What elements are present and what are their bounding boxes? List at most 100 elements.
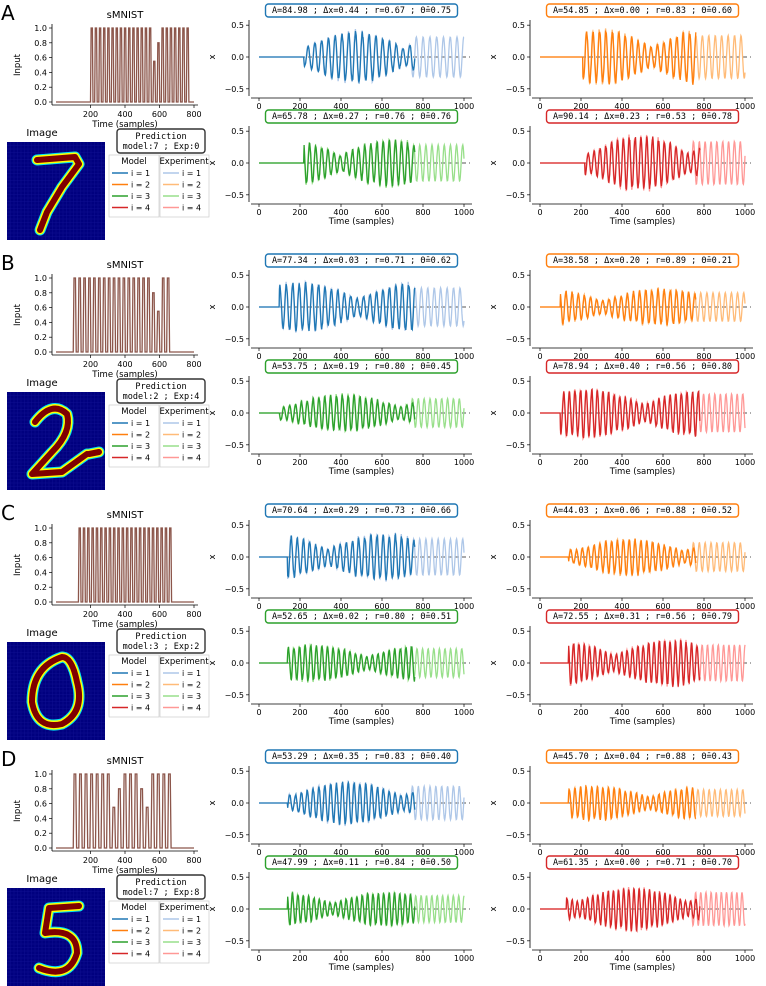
response-stats-box: [545, 253, 740, 268]
response-y-tick-label: 0.5: [231, 127, 244, 136]
response-y-tick-label: 0.0: [512, 659, 525, 668]
response-x-tick-label: 0: [256, 954, 261, 963]
response-stats-box: [545, 749, 740, 764]
legend-model-title: Model: [121, 407, 147, 417]
smnist-input-trace: [56, 27, 194, 103]
response-x-tick-label: 0: [256, 352, 261, 361]
response-y-label: x: [208, 660, 218, 665]
response-x-tick-label: 0: [537, 102, 542, 111]
response-stats-label: A=53.29 ; Δx=0.35 ; r=0.83 ; Θ̄=0.40: [272, 752, 451, 762]
legend-model-label: i = 2: [131, 681, 150, 690]
response-stats-box: [264, 359, 459, 374]
response-x-tick-label: 1000: [735, 602, 755, 611]
response-x-label: Time (samples): [328, 963, 394, 973]
model-response-trace: [540, 886, 701, 933]
response-y-tick-label: 0.5: [512, 127, 525, 136]
response-x-tick-label: 1000: [454, 102, 474, 111]
response-x-tick-label: 0: [537, 208, 542, 217]
response-x-tick-label: 800: [696, 352, 711, 361]
response-x-tick-label: 600: [655, 708, 670, 717]
model-response-trace: [259, 532, 416, 582]
response-x-tick-label: 400: [333, 954, 348, 963]
response-x-tick-label: 0: [256, 208, 261, 217]
prediction-box: [116, 128, 206, 154]
smnist-x-tick-label: 200: [83, 110, 98, 119]
response-y-label: x: [489, 54, 499, 59]
response-y-tick-label: 0.5: [231, 271, 244, 280]
smnist-y-tick-label: 0.6: [34, 54, 47, 63]
response-y-tick-label: 0.0: [512, 53, 525, 62]
legend-experiment-label: i = 4: [182, 950, 201, 959]
response-x-tick-label: 200: [292, 102, 307, 111]
response-x-tick-label: 1000: [735, 458, 755, 467]
prediction-box: [116, 874, 206, 900]
response-x-tick-label: 400: [333, 708, 348, 717]
response-stats-label: A=77.34 ; Δx=0.03 ; r=0.71 ; Θ̄=0.62: [272, 256, 451, 266]
smnist-x-tick-label: 600: [152, 856, 167, 865]
response-x-tick-label: 400: [614, 102, 629, 111]
response-stats-label: A=47.99 ; Δx=0.11 ; r=0.84 ; Θ̄=0.50: [272, 858, 451, 868]
legend-experiment-label: i = 2: [182, 681, 201, 690]
response-x-tick-label: 600: [374, 458, 389, 467]
smnist-y-tick-label: 0.0: [34, 844, 47, 853]
response-y-tick-label: 0.0: [512, 409, 525, 418]
prediction-box: [116, 378, 206, 404]
response-x-tick-label: 400: [333, 848, 348, 857]
smnist-y-tick-label: 1.0: [34, 770, 47, 779]
response-x-tick-label: 600: [374, 208, 389, 217]
smnist-x-label: Time (samples): [91, 620, 157, 630]
smnist-y-tick-label: 0.0: [34, 348, 47, 357]
smnist-x-tick-label: 400: [117, 610, 132, 619]
response-x-label: Time (samples): [328, 467, 394, 477]
image-title: Image: [26, 874, 57, 885]
response-stats-label: A=70.64 ; Δx=0.29 ; r=0.73 ; Θ̄=0.66: [272, 506, 451, 516]
response-x-tick-label: 600: [655, 102, 670, 111]
legend-experiment-label: i = 3: [182, 692, 201, 701]
legend-experiment-title: Experiment: [159, 157, 209, 167]
response-y-tick-label: −0.5: [225, 85, 244, 94]
response-x-tick-label: 600: [374, 708, 389, 717]
response-y-tick-label: 0.5: [512, 627, 525, 636]
model-response-trace: [540, 286, 697, 326]
response-x-tick-label: 200: [573, 848, 588, 857]
image-title: Image: [26, 128, 57, 139]
response-x-label: Time (samples): [609, 717, 675, 727]
legend-experiment-label: i = 1: [182, 419, 201, 428]
response-y-tick-label: −0.5: [506, 191, 525, 200]
model-response-trace: [259, 643, 416, 682]
response-x-tick-label: 400: [614, 458, 629, 467]
response-y-label: x: [208, 554, 218, 559]
response-x-tick-label: 1000: [454, 848, 474, 857]
response-y-tick-label: 0.0: [231, 905, 244, 914]
response-x-tick-label: 0: [537, 602, 542, 611]
legend-model-title: Model: [121, 903, 147, 913]
smnist-y-tick-label: 0.4: [34, 568, 47, 577]
response-y-tick-label: 0.0: [231, 409, 244, 418]
response-y-tick-label: 0.5: [512, 767, 525, 776]
smnist-y-tick-label: 0.2: [34, 829, 47, 838]
response-y-tick-label: −0.5: [225, 937, 244, 946]
smnist-input-trace: [56, 527, 194, 603]
smnist-x-tick-label: 600: [152, 110, 167, 119]
response-x-tick-label: 200: [573, 708, 588, 717]
response-y-label: x: [489, 906, 499, 911]
legend-experiment-box: [159, 404, 210, 468]
response-stats-box: [545, 359, 740, 374]
response-stats-box: [264, 749, 459, 764]
response-x-tick-label: 800: [415, 208, 430, 217]
legend-experiment-label: i = 1: [182, 669, 201, 678]
response-x-tick-label: 0: [256, 708, 261, 717]
response-y-tick-label: −0.5: [506, 85, 525, 94]
response-y-tick-label: −0.5: [225, 191, 244, 200]
response-stats-label: A=53.75 ; Δx=0.19 ; r=0.80 ; Θ̄=0.45: [272, 362, 451, 372]
response-y-tick-label: 0.5: [231, 521, 244, 530]
legend-experiment-label: i = 2: [182, 927, 201, 936]
smnist-x-tick-label: 400: [117, 360, 132, 369]
response-y-label: x: [208, 410, 218, 415]
response-x-tick-label: 600: [374, 848, 389, 857]
response-x-tick-label: 0: [537, 352, 542, 361]
legend-model-label: i = 4: [131, 704, 150, 713]
response-stats-box: [264, 253, 459, 268]
legend-experiment-box: [159, 900, 210, 964]
